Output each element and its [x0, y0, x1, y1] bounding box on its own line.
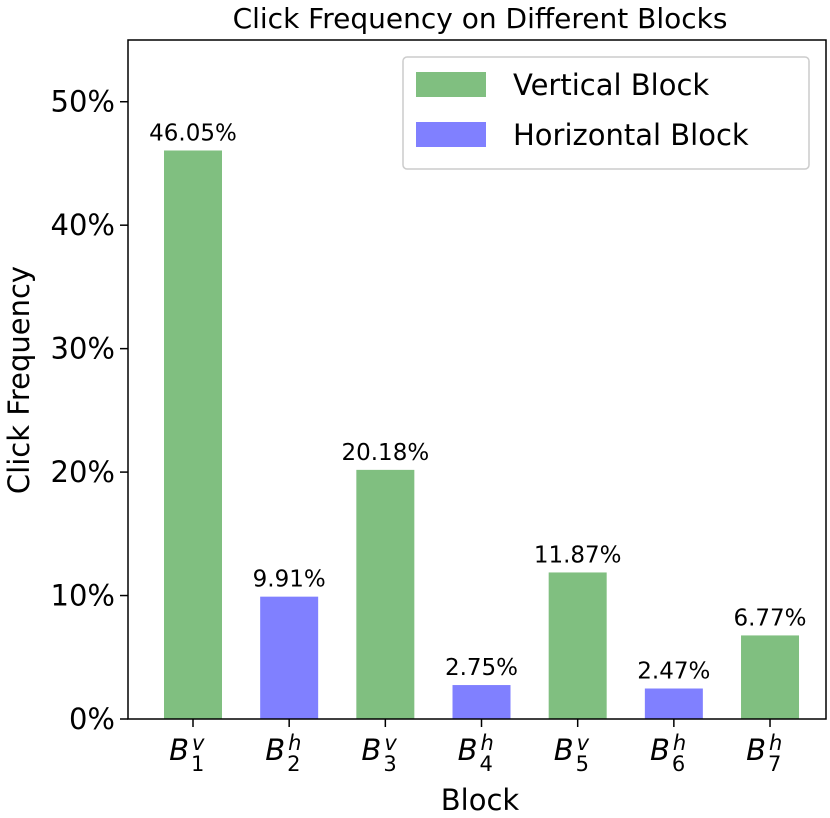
bar-value-label-4: 2.75% — [445, 655, 518, 681]
x-tick-label-base: B — [554, 733, 574, 767]
x-tick-label-base: B — [650, 733, 670, 767]
bar-6 — [644, 688, 703, 719]
x-tick-label-base: B — [265, 733, 285, 767]
x-tick-label-base: B — [746, 733, 766, 767]
y-tick-label: 50% — [51, 85, 115, 119]
legend-label-vertical: Vertical Block — [513, 68, 709, 102]
y-tick-label: 10% — [51, 579, 115, 613]
x-tick-label-sup: v — [192, 731, 205, 755]
bar-value-label-6: 2.47% — [637, 659, 710, 685]
x-tick-label-sup: h — [481, 731, 494, 755]
y-tick-label: 30% — [51, 332, 115, 366]
bar-value-label-3: 20.18% — [341, 440, 429, 466]
x-tick-label-sup: h — [769, 731, 782, 755]
bar-2 — [260, 596, 319, 719]
bar-value-label-1: 46.05% — [149, 120, 237, 146]
bar-7 — [741, 635, 800, 719]
x-tick-label-sub: 4 — [480, 752, 493, 776]
x-tick-label-sup: h — [288, 731, 301, 755]
x-tick-label-sub: 6 — [672, 752, 685, 776]
legend-swatch-vertical — [416, 72, 486, 97]
x-tick-label-base: B — [169, 733, 189, 767]
plot-frame — [127, 39, 827, 720]
bar-5 — [548, 572, 607, 719]
bar-value-label-7: 6.77% — [733, 605, 806, 631]
x-tick-label-sup: v — [577, 731, 590, 755]
y-tick-label: 40% — [51, 208, 115, 242]
x-tick-label-sub: 7 — [768, 752, 781, 776]
x-axis-label: Block — [441, 783, 520, 813]
legend-swatch-horizontal — [416, 122, 486, 147]
x-tick-label-sub: 3 — [383, 752, 396, 776]
bar-4 — [452, 685, 511, 719]
bar-1 — [164, 150, 222, 719]
x-tick-label-sub: 2 — [287, 752, 300, 776]
bar-value-label-5: 11.87% — [534, 542, 622, 568]
bar-value-label-2: 9.91% — [253, 567, 326, 593]
bar-3 — [356, 469, 415, 719]
x-tick-label-sub: 1 — [191, 752, 204, 776]
y-axis-label: Click Frequency — [2, 266, 36, 494]
x-tick-label-base: B — [361, 733, 381, 767]
legend: Vertical Block Horizontal Block — [402, 56, 810, 170]
x-tick-label-sub: 5 — [576, 752, 589, 776]
legend-box — [402, 56, 810, 170]
x-tick-label-base: B — [458, 733, 478, 767]
y-tick-label: 20% — [51, 455, 115, 489]
x-tick-label-sup: v — [384, 731, 397, 755]
y-tick-label: 0% — [69, 702, 115, 736]
bars-group: 46.05% 9.91% 20.18% 2.75% 11.87% 2.47% 6.77% — [149, 120, 807, 719]
legend-label-horizontal: Horizontal Block — [513, 118, 749, 152]
y-axis: 0% 10% 20% 30% 40% 50% — [51, 85, 128, 736]
chart-title: Click Frequency on Different Blocks — [233, 2, 728, 35]
x-tick-label-sup: h — [673, 731, 686, 755]
